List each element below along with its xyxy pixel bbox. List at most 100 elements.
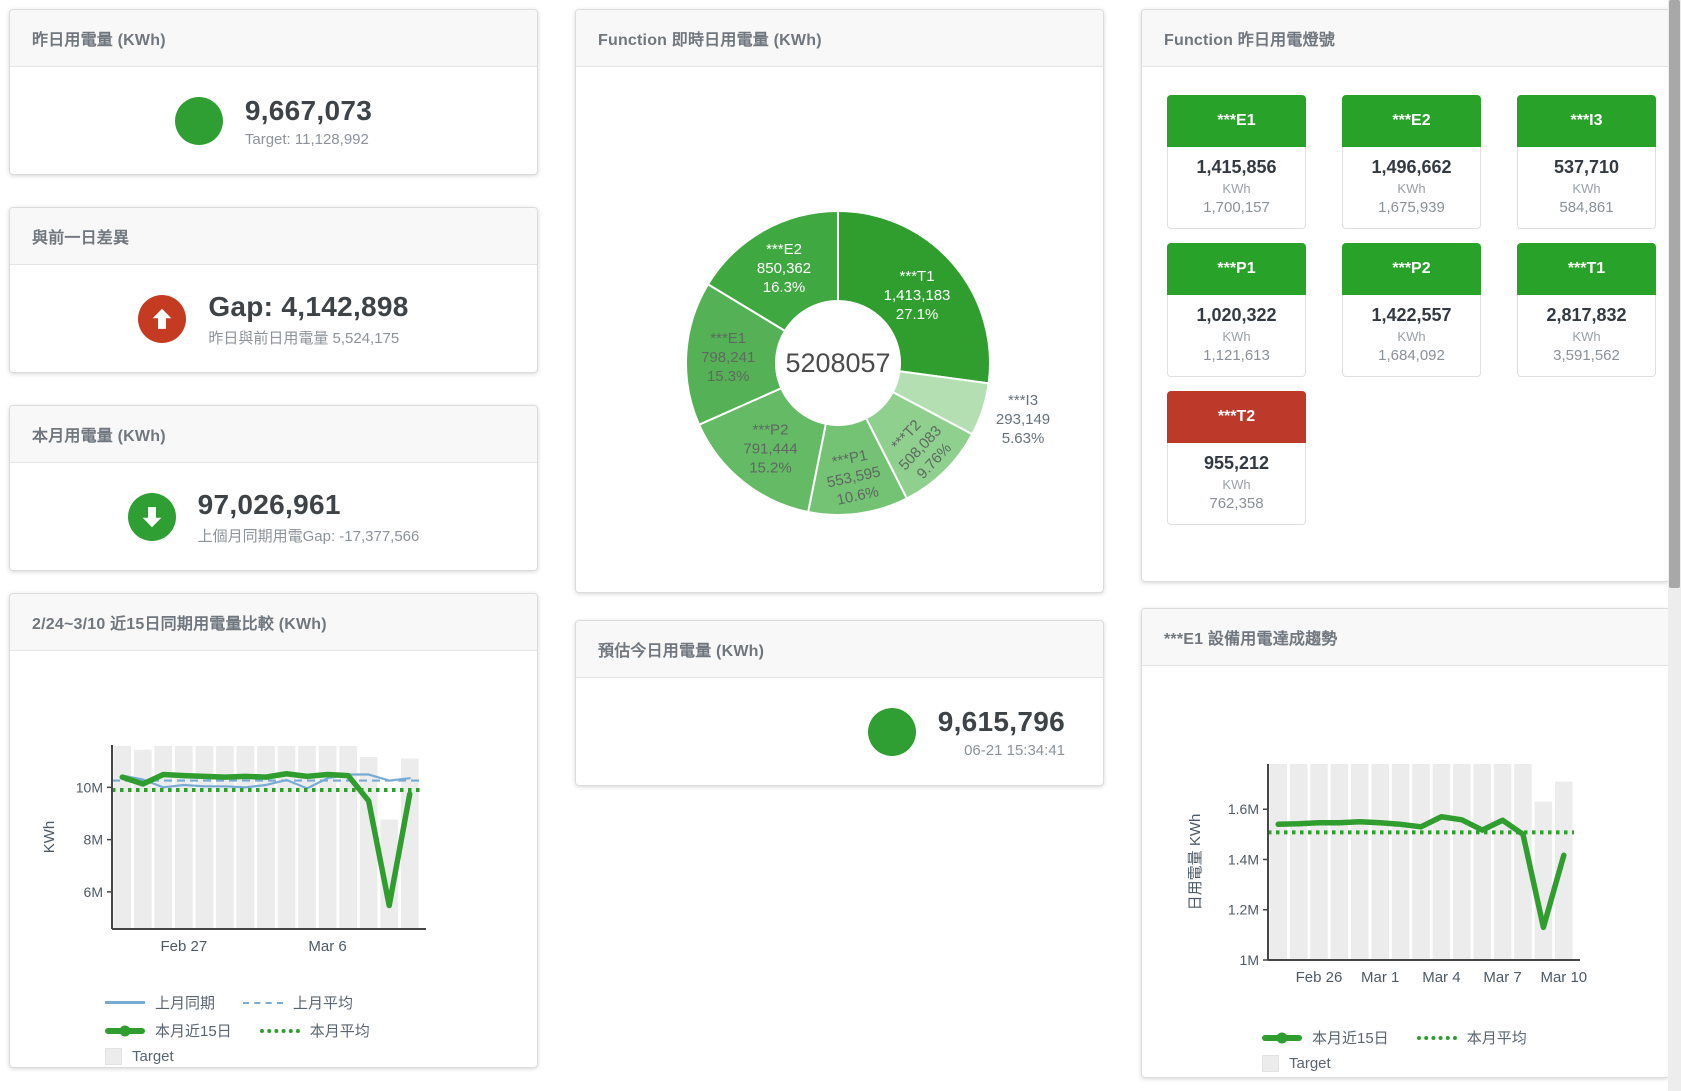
- target-bar[interactable]: [1534, 801, 1553, 960]
- legend-swatch-thin: [105, 1001, 145, 1004]
- target-bar[interactable]: [1493, 764, 1512, 960]
- legend-label: 本月平均: [309, 1023, 370, 1040]
- function-tile: ***T1 2,817,832 KWh 3,591,562: [1517, 243, 1656, 377]
- card-header: Function 昨日用電燈號: [1142, 10, 1669, 67]
- column-left: 昨日用電量 (KWh) 9,667,073 Target: 11,128,992…: [9, 9, 538, 1078]
- card-day-gap: 與前一日差異 Gap: 4,142,898 昨日與前日用電量 5,524,175: [9, 207, 538, 373]
- tile-target: 1,684,092: [1378, 347, 1445, 364]
- donut-slice-E1[interactable]: [685, 282, 787, 427]
- target-bar[interactable]: [298, 746, 316, 929]
- tile-value: 1,415,856: [1196, 157, 1277, 177]
- card-month-usage: 本月用電量 (KWh) 97,026,961 上個月同期用電Gap: -17,3…: [9, 405, 538, 571]
- card-title-lights: Function 昨日用電燈號: [1164, 32, 1335, 49]
- target-bar[interactable]: [1514, 764, 1532, 960]
- last-month-line[interactable]: [121, 773, 411, 790]
- target-bar[interactable]: [1555, 781, 1573, 960]
- tile-unit: KWh: [1397, 181, 1426, 196]
- function-tile: ***P2 1,422,557 KWh 1,684,092: [1342, 243, 1481, 377]
- tile-unit: KWh: [1222, 181, 1251, 196]
- target-bar[interactable]: [1330, 764, 1349, 960]
- donut-slice-label: ***E2 850,362 16.3%: [757, 241, 811, 296]
- stat-text: 9,667,073 Target: 11,128,992: [245, 95, 372, 148]
- stat-text: Gap: 4,142,898 昨日與前日用電量 5,524,175: [208, 291, 408, 348]
- compare-line-chart[interactable]: 6M 8M 10M Feb 27 Mar 6 KWh: [38, 737, 537, 985]
- card-title-estimate: 預估今日用電量 (KWh): [598, 643, 765, 660]
- tile-unit: KWh: [1222, 477, 1251, 492]
- target-bar[interactable]: [154, 746, 173, 929]
- tile-body: 1,020,322 KWh 1,121,613: [1167, 295, 1306, 377]
- target-bar[interactable]: [359, 757, 378, 929]
- target-bar[interactable]: [1432, 764, 1451, 960]
- legend-item[interactable]: 上月同期: [105, 992, 215, 1013]
- tile-target: 3,591,562: [1553, 347, 1620, 364]
- target-bar[interactable]: [1310, 764, 1328, 960]
- tile-status-header: ***T1: [1517, 243, 1656, 295]
- target-bar[interactable]: [113, 746, 132, 929]
- green-status-circle-icon: [867, 708, 916, 756]
- tile-value: 2,817,832: [1546, 305, 1627, 325]
- target-bar[interactable]: [1371, 764, 1389, 960]
- target-bar[interactable]: [1391, 764, 1410, 960]
- donut-slice-label: ***I3 293,149 5.63%: [996, 392, 1050, 447]
- card-title-realtime-donut: Function 即時日用電量 (KWh): [598, 32, 822, 49]
- target-bar[interactable]: [1289, 764, 1308, 960]
- tile-value: 1,422,557: [1371, 305, 1452, 325]
- vertical-scrollbar[interactable]: [1668, 0, 1681, 1091]
- legend-swatch-dashed: [243, 1001, 284, 1004]
- x-tick-label: Mar 7: [1483, 969, 1521, 986]
- donut-center-total: 5208057: [785, 348, 890, 378]
- tile-value: 1,020,322: [1196, 305, 1277, 325]
- target-bar[interactable]: [400, 758, 419, 929]
- estimate-stat: 9,615,796 06-21 15:34:41: [576, 678, 1103, 785]
- tile-status-header: ***E1: [1167, 95, 1306, 147]
- legend-item[interactable]: 上月平均: [243, 992, 353, 1013]
- legend-label: 本月近15日: [155, 1023, 232, 1040]
- legend-item[interactable]: Target: [1262, 1055, 1331, 1072]
- tile-target: 762,358: [1209, 495, 1264, 512]
- this-month-line[interactable]: [119, 771, 413, 909]
- legend-label: 本月平均: [1466, 1030, 1527, 1047]
- legend-item[interactable]: 本月近15日: [1262, 1027, 1389, 1048]
- target-bar[interactable]: [1453, 764, 1471, 960]
- legend-item[interactable]: 本月近15日: [105, 1020, 232, 1041]
- legend-label: 上月同期: [155, 995, 216, 1012]
- legend-row: 上月同期 上月平均: [105, 992, 537, 1013]
- legend-row: 本月近15日 本月平均: [1262, 1027, 1669, 1048]
- this-month-line[interactable]: [1275, 814, 1567, 931]
- tile-target: 1,700,157: [1203, 199, 1270, 216]
- scrollbar-thumb[interactable]: [1669, 0, 1680, 588]
- target-bar[interactable]: [236, 746, 255, 929]
- tile-unit: KWh: [1222, 329, 1251, 344]
- target-bar[interactable]: [1269, 764, 1287, 960]
- legend-row: Target: [105, 1048, 537, 1065]
- tile-body: 1,415,856 KWh 1,700,157: [1167, 147, 1306, 229]
- tile-value: 1,496,662: [1371, 157, 1452, 177]
- day-gap-stat: Gap: 4,142,898 昨日與前日用電量 5,524,175: [10, 265, 537, 372]
- legend-item[interactable]: 本月平均: [259, 1020, 370, 1041]
- function-tile: ***P1 1,020,322 KWh 1,121,613: [1167, 243, 1306, 377]
- estimate-value: 9,615,796: [937, 705, 1065, 737]
- target-bar[interactable]: [380, 819, 399, 929]
- legend-row: 本月近15日 本月平均: [105, 1020, 537, 1041]
- target-bar[interactable]: [1473, 764, 1491, 960]
- target-bar[interactable]: [257, 746, 275, 929]
- donut-slice-P2[interactable]: [697, 386, 827, 514]
- column-right: Function 昨日用電燈號 ***E1 1,415,856 KWh 1,700,1…: [1141, 9, 1670, 1078]
- target-bar[interactable]: [1351, 764, 1369, 960]
- target-bar[interactable]: [216, 746, 234, 929]
- donut-slice-label: ***T1 1,413,183 27.1%: [884, 268, 951, 323]
- donut-slice-T1[interactable]: [837, 209, 991, 385]
- legend-item[interactable]: Target: [105, 1048, 174, 1065]
- target-bar[interactable]: [1412, 764, 1430, 960]
- donut-slice-E2[interactable]: [706, 209, 839, 333]
- target-bar[interactable]: [133, 749, 152, 929]
- tile-target: 1,675,939: [1378, 199, 1445, 216]
- tile-body: 955,212 KWh 762,358: [1167, 443, 1306, 525]
- legend-item[interactable]: 本月平均: [1416, 1027, 1527, 1048]
- realtime-donut-chart[interactable]: ***T1 1,413,183 27.1% ***I3 293,149 5.63% ***T…: [590, 79, 1103, 591]
- card-header: 昨日用電量 (KWh): [10, 10, 537, 67]
- donut-svg: ***T1 1,413,183 27.1%***I3 293,149 5.63%***T…: [685, 209, 1050, 516]
- tile-status-header: ***T2: [1167, 391, 1306, 443]
- trend-line-chart[interactable]: 1M 1.2M 1.4M 1.6M Feb 26 Mar 1 Mar 4 Mar 7 Mar 1…: [1180, 758, 1669, 1020]
